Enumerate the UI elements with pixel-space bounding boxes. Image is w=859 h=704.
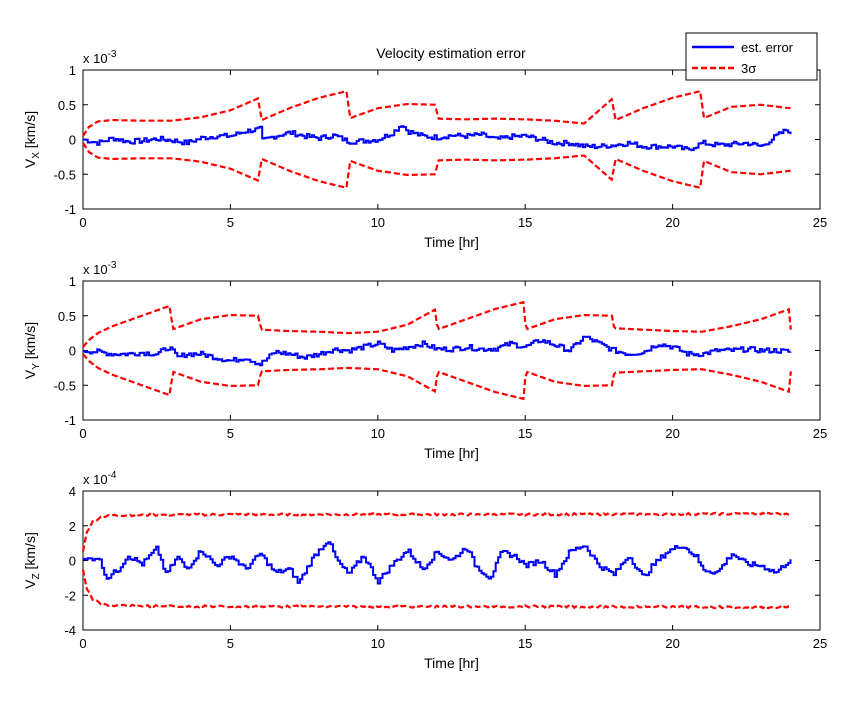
x-tick-label: 0 xyxy=(79,215,86,230)
x-tick-label: 20 xyxy=(665,636,679,651)
x-axis-label: Time [hr] xyxy=(424,234,479,250)
x-tick-label: 10 xyxy=(371,636,385,651)
y-label-main: V xyxy=(22,369,38,379)
y-axis-label: VX [km/s] xyxy=(22,111,42,168)
x-tick-label: 10 xyxy=(371,426,385,441)
exponent-base: x 10 xyxy=(83,262,108,277)
figure-title: Velocity estimation error xyxy=(376,45,526,61)
y-tick-label: -1 xyxy=(64,202,76,217)
legend-label-2: 3σ xyxy=(741,61,756,76)
y-tick-label: 0 xyxy=(69,133,76,148)
y-tick-label: 2 xyxy=(69,519,76,534)
error-series-line-1 xyxy=(83,125,792,152)
x-tick-label: 15 xyxy=(518,426,532,441)
legend-label-1: est. error xyxy=(741,40,794,55)
y-label-unit: [km/s] xyxy=(22,322,38,363)
y-tick-label: 0.5 xyxy=(58,98,76,113)
x-axis-label: Time [hr] xyxy=(424,655,479,671)
x-tick-label: 25 xyxy=(813,426,827,441)
y-tick-label: 0 xyxy=(69,344,76,359)
y-axis-label: VY [km/s] xyxy=(22,322,42,379)
legend-box xyxy=(685,32,818,81)
y-tick-label: 0 xyxy=(69,554,76,569)
y-tick-label: -0.5 xyxy=(54,167,76,182)
y-tick-label: 1 xyxy=(69,63,76,78)
x-tick-label: 25 xyxy=(813,215,827,230)
sigma-upper-line-3 xyxy=(81,511,791,552)
axes-box-1 xyxy=(82,69,821,210)
exponent-base: x 10 xyxy=(83,51,108,66)
x-tick-label: 20 xyxy=(665,215,679,230)
error-series-line-3 xyxy=(83,541,792,585)
y-tick-label: 4 xyxy=(69,484,76,499)
error-series-line-2 xyxy=(83,335,792,367)
y-tick-label: -2 xyxy=(64,588,76,603)
exponent-power: -4 xyxy=(108,470,117,481)
x-axis-label: Time [hr] xyxy=(424,445,479,461)
y-tick-label: -1 xyxy=(64,413,76,428)
y-label-main: V xyxy=(22,158,38,168)
y-axis-label: VZ [km/s] xyxy=(22,532,42,589)
exponent-base: x 10 xyxy=(83,472,108,487)
y-label-subscript: Z xyxy=(31,573,42,579)
exponent-label: x 10-3 xyxy=(83,260,117,277)
sigma-upper-line-2 xyxy=(82,300,792,348)
x-tick-label: 5 xyxy=(227,636,234,651)
y-tick-label: 0.5 xyxy=(58,309,76,324)
exponent-power: -3 xyxy=(108,49,117,60)
exponent-label: x 10-4 xyxy=(83,470,117,487)
exponent-label: x 10-3 xyxy=(83,49,117,66)
x-tick-label: 0 xyxy=(79,636,86,651)
y-tick-label: -4 xyxy=(64,623,76,638)
sigma-lower-line-2 xyxy=(82,353,792,401)
sigma-lower-line-3 xyxy=(81,569,791,610)
y-label-subscript: Y xyxy=(31,363,42,370)
x-tick-label: 0 xyxy=(79,426,86,441)
x-tick-label: 15 xyxy=(518,636,532,651)
y-label-main: V xyxy=(22,579,38,589)
y-label-subscript: X xyxy=(31,152,42,159)
y-tick-label: 1 xyxy=(69,274,76,289)
x-tick-label: 20 xyxy=(665,426,679,441)
x-tick-label: 10 xyxy=(371,215,385,230)
exponent-power: -3 xyxy=(108,260,117,271)
sigma-upper-line-1 xyxy=(82,89,791,137)
y-tick-label: -0.5 xyxy=(54,378,76,393)
x-tick-label: 5 xyxy=(227,215,234,230)
y-label-unit: [km/s] xyxy=(22,111,38,152)
x-tick-label: 5 xyxy=(227,426,234,441)
y-label-unit: [km/s] xyxy=(22,532,38,573)
x-tick-label: 25 xyxy=(813,636,827,651)
x-tick-label: 15 xyxy=(518,215,532,230)
sigma-lower-line-1 xyxy=(82,142,791,190)
